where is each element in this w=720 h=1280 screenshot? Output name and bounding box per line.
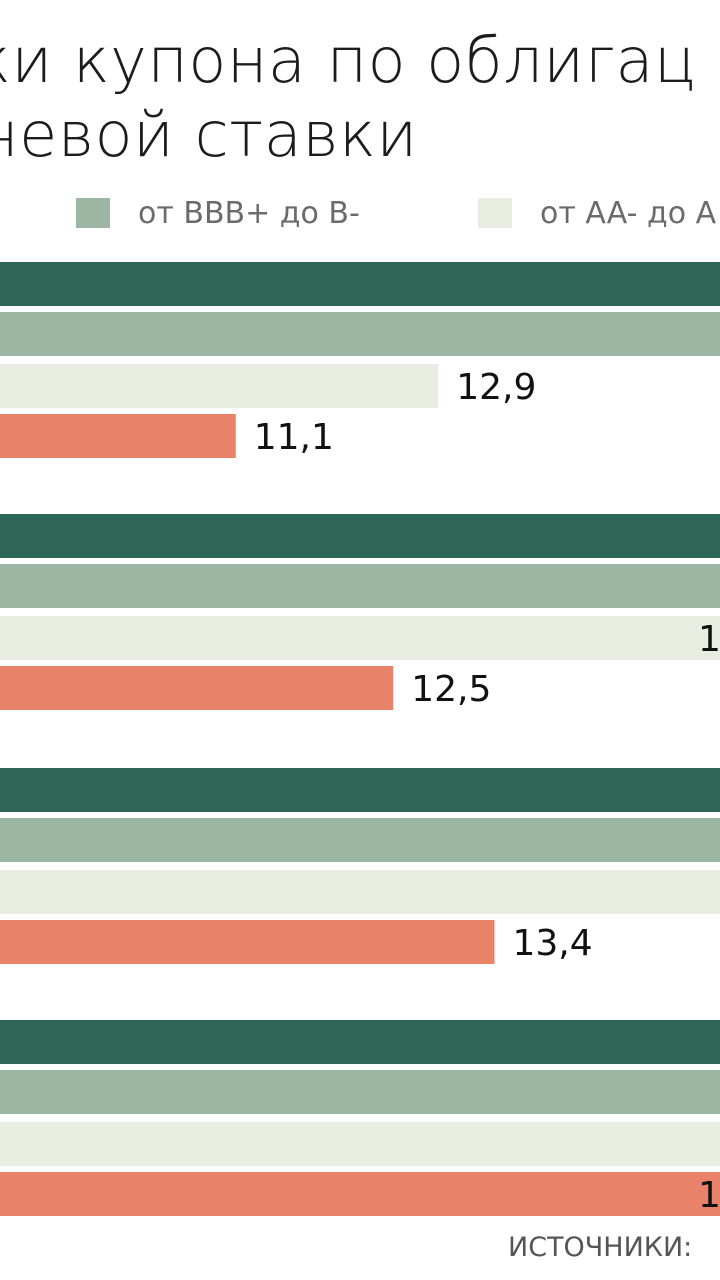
chart-title-line-2: чевой ставки xyxy=(0,98,418,171)
bar-g3-s4 xyxy=(0,920,495,964)
bar-g3-s3 xyxy=(0,870,720,914)
bar-g3-s2 xyxy=(0,818,720,862)
bar-label-g4-s4: 14, xyxy=(698,1175,720,1216)
bar-g4-s1 xyxy=(0,1020,720,1064)
legend-label-aa: от AA- до А xyxy=(540,196,717,231)
bar-g2-s3 xyxy=(0,616,720,660)
legend-swatch-bbb xyxy=(76,198,110,228)
bar-label-g2-s4: 12,5 xyxy=(411,669,491,710)
bar-g1-s1 xyxy=(0,262,720,306)
bar-g2-s1 xyxy=(0,514,720,558)
bar-g1-s4 xyxy=(0,414,236,458)
bar-g4-s2 xyxy=(0,1070,720,1114)
bar-label-g1-s4: 11,1 xyxy=(254,417,334,458)
legend-label-bbb: от BBB+ до B- xyxy=(138,196,360,231)
chart-title-line-1: ки купона по облигац xyxy=(0,24,697,97)
bar-g2-s4 xyxy=(0,666,394,710)
bar-label-g1-s3: 12,9 xyxy=(456,367,536,408)
bar-g1-s3 xyxy=(0,364,439,408)
bar-g3-s1 xyxy=(0,768,720,812)
bar-label-g2-s3: 1 xyxy=(698,619,720,660)
bar-g4-s4 xyxy=(0,1172,720,1216)
legend-swatch-aa xyxy=(478,198,512,228)
bar-label-g3-s4: 13,4 xyxy=(513,923,593,964)
bar-g2-s2 xyxy=(0,564,720,608)
bar-g1-s2 xyxy=(0,312,720,356)
bar-g4-s3 xyxy=(0,1122,720,1166)
source-note: ИСТОЧНИКИ: xyxy=(508,1232,693,1263)
